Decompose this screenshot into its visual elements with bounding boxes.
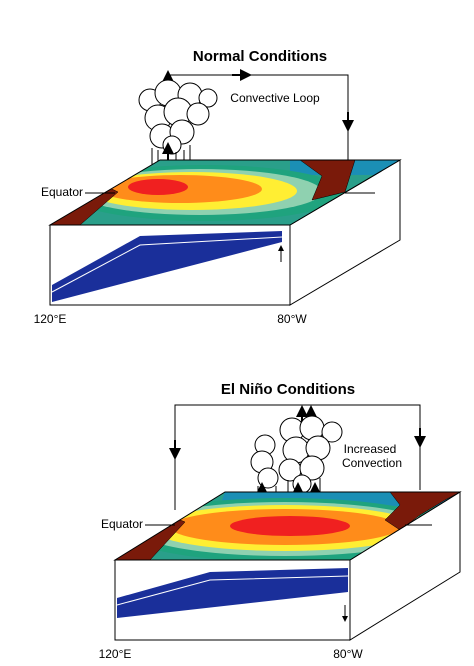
loop-label: Convective Loop bbox=[230, 91, 320, 105]
normal-panel: Normal Conditions Convective Loop bbox=[34, 48, 402, 326]
el-nino-panel: El Niño Conditions Increased Convection bbox=[99, 381, 462, 661]
east-label: 80°W bbox=[333, 647, 363, 661]
thermocline-line bbox=[51, 236, 283, 293]
loop-label: Convection bbox=[342, 456, 402, 470]
cloud bbox=[138, 79, 218, 155]
panel-title: El Niño Conditions bbox=[221, 381, 355, 398]
thermocline bbox=[117, 568, 348, 618]
loop-label: Increased bbox=[344, 442, 397, 456]
panel-title: Normal Conditions bbox=[193, 48, 327, 65]
west-label: 120°E bbox=[99, 647, 132, 661]
thermocline bbox=[52, 231, 282, 302]
east-label: 80°W bbox=[277, 312, 307, 326]
top-face bbox=[113, 491, 462, 561]
sea-surface bbox=[50, 160, 400, 225]
thermocline-line bbox=[116, 575, 349, 606]
equator-label: Equator bbox=[41, 185, 83, 199]
equator-label: Equator bbox=[101, 517, 143, 531]
cloud bbox=[250, 415, 343, 494]
top-face bbox=[48, 159, 402, 226]
west-label: 120°E bbox=[34, 312, 67, 326]
sea-surface bbox=[115, 492, 460, 560]
